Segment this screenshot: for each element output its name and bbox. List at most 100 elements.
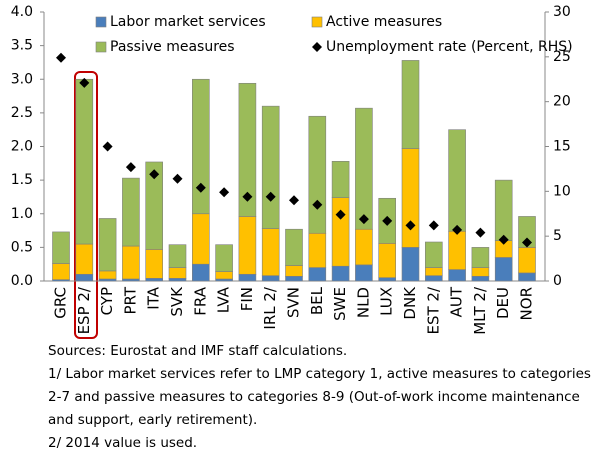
y2-tick-label: 5 <box>553 228 562 244</box>
y2-tick-label: 0 <box>553 273 562 289</box>
marker <box>219 187 230 198</box>
bar-segment <box>471 275 490 282</box>
x-tick-label: CYP <box>98 287 116 315</box>
bar-segment <box>261 228 280 276</box>
bar-segment <box>168 267 187 279</box>
bar-segment <box>52 231 70 264</box>
marker <box>56 52 66 63</box>
bar-segment <box>122 177 140 247</box>
x-tick-label: EST 2/ <box>424 286 442 334</box>
y-tick-label: 1.5 <box>11 172 33 188</box>
bar-segment <box>285 265 303 277</box>
marker <box>79 77 90 88</box>
bar-segment <box>308 232 327 268</box>
marker <box>125 162 136 173</box>
x-tick-label: MLT 2/ <box>471 286 489 335</box>
bar-segment <box>192 263 210 282</box>
bar-segment <box>122 245 140 280</box>
bar-segment <box>52 263 70 280</box>
x-tick-label: AUT <box>448 286 466 317</box>
y2-tick-label: 20 <box>553 94 571 110</box>
y-tick-label: 1.0 <box>11 206 33 222</box>
x-tick-label: DNK <box>401 286 419 320</box>
marker <box>335 209 346 220</box>
marker <box>102 141 113 152</box>
bar-segment <box>424 275 443 282</box>
bar-segment <box>308 115 327 234</box>
bar-segment <box>238 82 257 217</box>
legend-label: Unemployment rate (Percent, RHS) <box>326 39 573 55</box>
bar-segment <box>424 267 443 276</box>
bar-segment <box>98 270 117 280</box>
legend-swatch <box>95 16 107 28</box>
y2-tick-label: 15 <box>553 139 571 155</box>
marker <box>452 224 463 235</box>
bar-segment <box>401 247 420 282</box>
legend-marker <box>312 42 322 52</box>
x-tick-label: SWE <box>331 287 349 321</box>
marker <box>358 214 369 225</box>
bar-segment <box>75 243 94 275</box>
y-tick-label: 3.5 <box>11 38 33 54</box>
chart: 0.0 0.5 1.0 1.5 2.0 2.5 3.0 3.5 4.0 0 5 10 15 20 25 30 G… <box>11 4 573 339</box>
legend-swatch <box>95 41 107 53</box>
bar-segment <box>331 160 350 198</box>
y-tick-label: 0.5 <box>11 239 33 255</box>
y2-tick-label: 25 <box>553 49 571 65</box>
y-tick-label: 0.0 <box>11 273 33 289</box>
bar-segment <box>471 247 490 268</box>
x-tick-label: NOR <box>518 287 536 320</box>
legend-label: Active measures <box>326 14 442 30</box>
x-tick-label: ITA <box>145 286 163 309</box>
bar-segment <box>215 244 233 272</box>
bar-segment <box>238 216 257 275</box>
bar-segment <box>494 179 513 241</box>
bar-segment <box>285 275 303 282</box>
x-tick-label: GRC <box>52 287 70 319</box>
bar-segment <box>448 269 466 282</box>
bar-segment <box>145 249 163 279</box>
highlight-box <box>74 71 98 339</box>
x-tick-label: IRL 2/ <box>261 286 279 330</box>
x-tick-label: SVN <box>285 287 303 318</box>
x-tick-label: FRA <box>191 286 209 315</box>
bar-segment <box>355 228 373 266</box>
bar-segment <box>518 247 536 274</box>
y2-tick-label: 30 <box>553 4 571 20</box>
marker <box>289 195 299 206</box>
bar-segment <box>145 278 163 282</box>
marker <box>405 220 416 231</box>
bar-segment <box>215 271 233 280</box>
legend-label: Labor market services <box>110 14 266 30</box>
bar-segment <box>145 161 163 250</box>
bar-segment <box>261 275 280 282</box>
bar-segment <box>285 228 303 266</box>
notes: Sources: Eurostat and IMF staff calculat… <box>48 340 600 455</box>
bar-segment <box>355 107 373 230</box>
bar-segment <box>448 129 466 232</box>
y-tick-label: 3.0 <box>11 71 33 87</box>
bar-segment <box>192 213 210 265</box>
bar-segment <box>215 278 233 282</box>
bar-segment <box>308 267 327 282</box>
y-tick-label: 2.0 <box>11 139 33 155</box>
x-tick-label: LUX <box>378 287 396 316</box>
note: Sources: Eurostat and IMF staff calculat… <box>48 343 348 359</box>
bar-segment <box>424 241 443 268</box>
bar-segment <box>401 60 420 149</box>
marker <box>265 191 276 202</box>
bar-segment <box>98 278 117 282</box>
x-tick-label: NLD <box>354 287 372 318</box>
x-tick-label: DEU <box>494 287 512 319</box>
x-tick-label: PRT <box>121 286 139 314</box>
bar-segment <box>355 264 373 282</box>
bar-segment <box>331 265 350 282</box>
y2-tick-label: 10 <box>553 183 571 199</box>
marker <box>242 191 253 202</box>
marker <box>149 169 160 180</box>
bar-segment <box>168 244 187 268</box>
x-tick-label: LVA <box>215 286 233 313</box>
bar-segment <box>331 197 350 267</box>
marker <box>522 237 532 248</box>
